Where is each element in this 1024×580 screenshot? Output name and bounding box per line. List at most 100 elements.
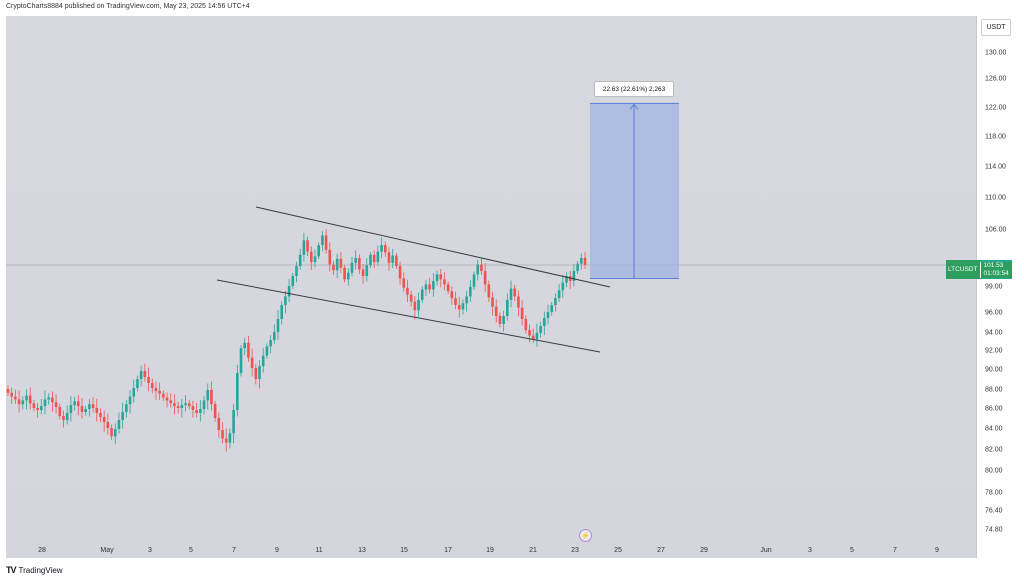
candle: [350, 256, 354, 277]
x-tick-label: 29: [700, 547, 708, 554]
candle-body: [583, 257, 587, 265]
candle: [469, 279, 472, 303]
candle: [572, 264, 576, 287]
candle-body: [317, 245, 320, 257]
candle: [365, 258, 369, 282]
y-tick-label: 110.00: [985, 195, 1006, 202]
candle: [361, 264, 365, 284]
candle: [335, 253, 339, 279]
candle: [125, 399, 128, 418]
y-tick-label: 86.00: [985, 406, 1003, 413]
candle: [395, 252, 398, 269]
candle-body: [513, 288, 517, 297]
candle: [450, 286, 454, 305]
candle: [502, 310, 505, 332]
candle: [91, 397, 95, 413]
candle-body: [487, 284, 491, 298]
candle-body: [295, 266, 298, 277]
candle: [313, 249, 317, 268]
candle-body: [524, 319, 528, 330]
candle-body: [169, 400, 173, 404]
candle-body: [128, 396, 132, 405]
candle-body: [280, 305, 284, 319]
brand-name: TradingView: [18, 565, 63, 575]
tradingview-footer[interactable]: TV TradingView: [6, 565, 63, 575]
candle-body: [99, 413, 102, 417]
candle-body: [576, 263, 579, 272]
candle-body: [261, 355, 265, 367]
candle: [88, 398, 91, 417]
candle-body: [446, 284, 450, 292]
candle-body: [102, 417, 106, 422]
y-tick-label: 84.00: [985, 426, 1003, 433]
candle: [143, 363, 147, 382]
candle: [383, 241, 387, 257]
candle-body: [417, 299, 420, 311]
candle-body: [210, 389, 213, 405]
lightning-bolt-icon[interactable]: ⚡: [579, 529, 592, 542]
candle: [306, 236, 309, 256]
candle-body: [125, 404, 128, 412]
candle-body: [480, 264, 483, 272]
candle-body: [546, 312, 550, 318]
candle: [550, 302, 554, 316]
candle-body: [62, 416, 65, 420]
candle: [158, 382, 161, 400]
candle-body: [554, 298, 557, 306]
y-tick-label: 99.00: [985, 284, 1003, 291]
candle: [65, 405, 69, 425]
candle: [580, 253, 583, 270]
candle: [372, 250, 376, 269]
candle: [380, 237, 383, 259]
candle-body: [139, 371, 143, 379]
candle-body: [339, 258, 343, 268]
candle-body: [150, 383, 154, 388]
candle-body: [269, 340, 272, 347]
candle-body: [369, 254, 372, 266]
candle: [291, 273, 295, 290]
currency-button[interactable]: USDT: [981, 19, 1011, 36]
candle: [221, 422, 224, 444]
candle-body: [51, 397, 54, 403]
candle: [465, 290, 468, 312]
last-price: 101.53: [983, 261, 1004, 269]
x-tick-label: 17: [444, 547, 452, 554]
candle-body: [291, 276, 295, 286]
candle-body: [36, 408, 39, 410]
y-tick-label: 76.40: [985, 508, 1003, 515]
candle-body: [143, 371, 147, 377]
candle: [391, 248, 394, 269]
candle-body: [461, 303, 465, 310]
candle-body: [258, 366, 261, 379]
candle: [28, 387, 32, 410]
measure-label[interactable]: 22.63 (22.61%) 2,263: [594, 81, 674, 97]
candle: [568, 270, 572, 290]
candle: [47, 393, 50, 405]
candle-body: [88, 404, 91, 409]
candle: [539, 321, 542, 338]
candle: [247, 336, 250, 362]
candle: [295, 261, 298, 283]
y-tick-label: 90.00: [985, 367, 1003, 374]
candle-body: [391, 255, 394, 263]
candle-body: [284, 296, 287, 306]
candle: [557, 283, 561, 303]
candle: [487, 280, 491, 303]
candle: [95, 398, 99, 422]
chart-plot-area[interactable]: [6, 16, 976, 558]
candle-body: [65, 413, 69, 420]
candle-body: [531, 335, 535, 340]
candle: [62, 410, 65, 428]
candle-body: [154, 388, 158, 391]
candle-body: [321, 235, 324, 246]
candle: [446, 281, 450, 295]
candle: [409, 290, 413, 307]
candle: [565, 272, 568, 288]
candle: [417, 292, 420, 317]
y-tick-label: 82.00: [985, 447, 1003, 454]
candle-body: [465, 296, 468, 304]
candle: [491, 291, 494, 316]
candle-body: [413, 301, 417, 311]
price-scale[interactable]: [976, 16, 1021, 558]
